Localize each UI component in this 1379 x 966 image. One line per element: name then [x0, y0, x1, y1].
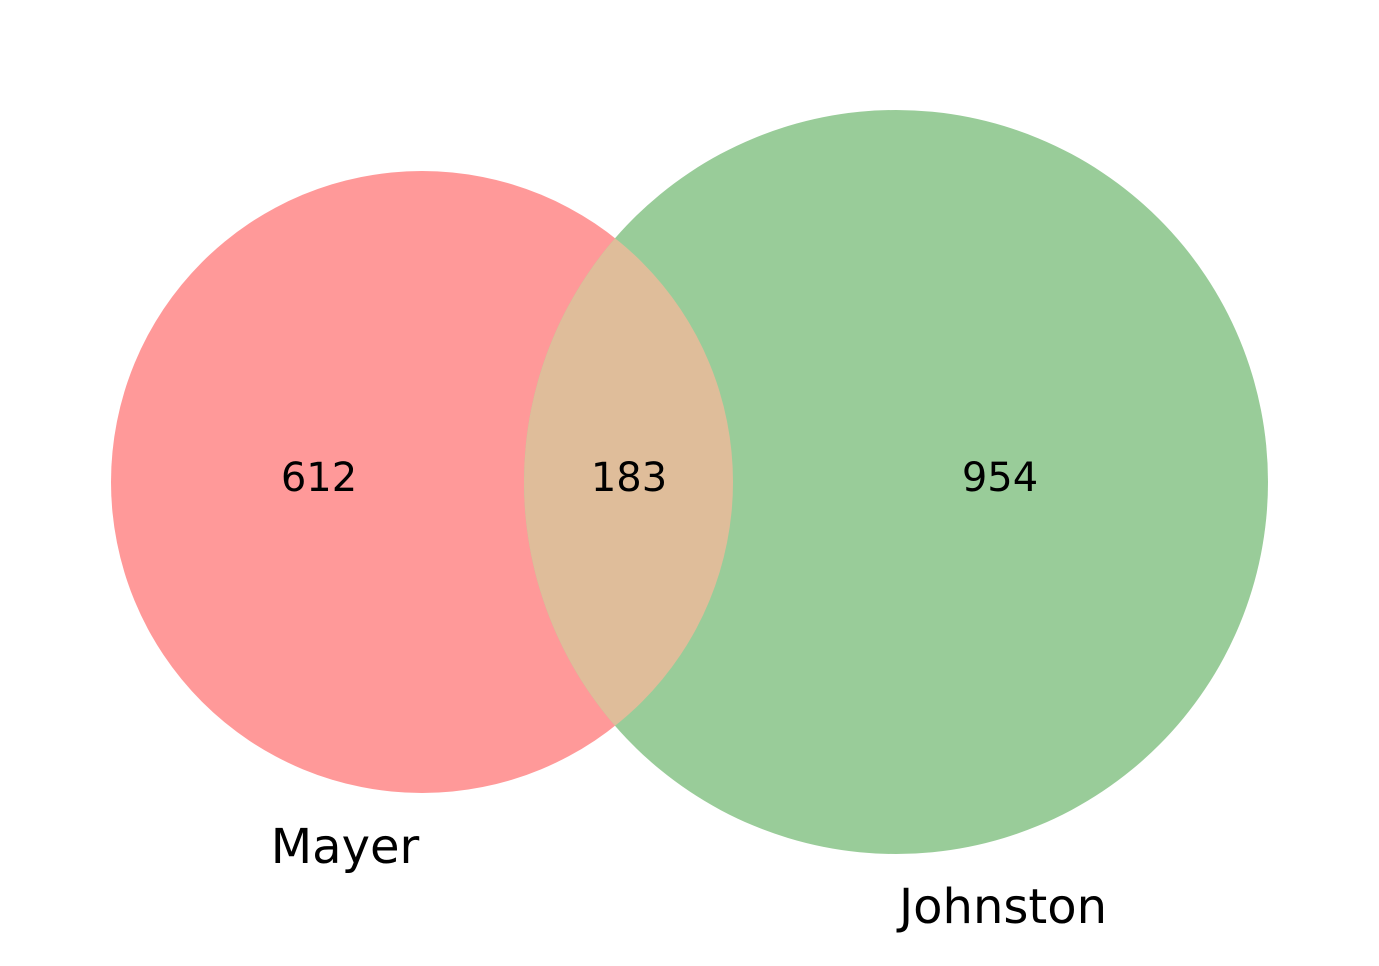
set-label-mayer: Mayer: [271, 819, 420, 875]
count-johnston-only: 954: [962, 455, 1038, 501]
count-mayer-only: 612: [281, 455, 357, 501]
set-circle-johnston: [524, 110, 1268, 854]
set-label-johnston: Johnston: [896, 879, 1107, 935]
count-intersection: 183: [591, 455, 667, 501]
